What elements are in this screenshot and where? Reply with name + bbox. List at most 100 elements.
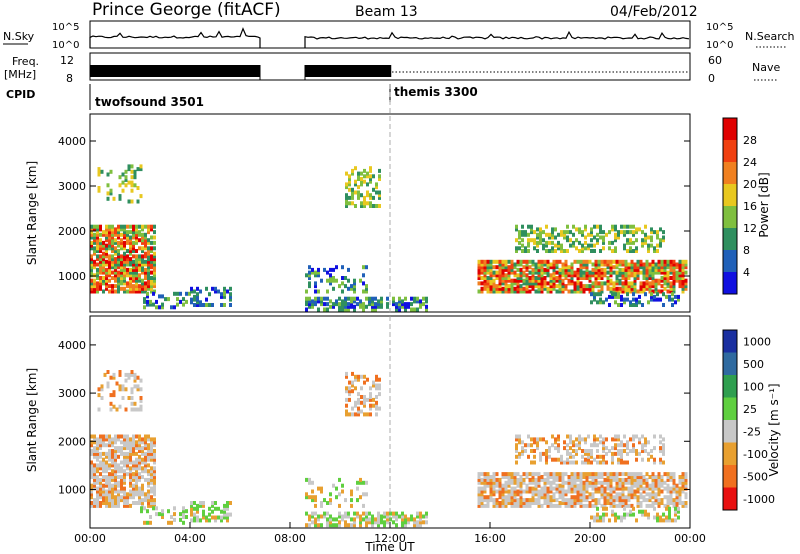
range-cell bbox=[117, 286, 120, 291]
range-cell bbox=[549, 501, 553, 505]
range-cell bbox=[543, 483, 547, 488]
range-cell bbox=[627, 286, 631, 291]
range-cell bbox=[525, 501, 529, 505]
range-cell bbox=[226, 518, 229, 523]
range-cell bbox=[651, 477, 655, 482]
range-cell bbox=[498, 273, 502, 278]
range-cell bbox=[117, 454, 120, 459]
range-cell bbox=[597, 289, 601, 294]
range-cell bbox=[611, 454, 614, 459]
range-cell bbox=[123, 246, 126, 251]
range-cell bbox=[489, 276, 493, 280]
range-cell bbox=[501, 273, 505, 278]
range-cell bbox=[161, 294, 164, 299]
range-cell bbox=[540, 503, 544, 508]
range-cell bbox=[635, 297, 638, 302]
range-cell bbox=[120, 257, 123, 262]
range-cell bbox=[584, 451, 587, 456]
range-cell bbox=[591, 273, 595, 278]
range-cell bbox=[350, 503, 353, 508]
range-cell bbox=[153, 270, 156, 275]
range-cell bbox=[572, 443, 575, 448]
range-cell bbox=[108, 475, 111, 479]
range-cell bbox=[590, 454, 593, 459]
range-cell bbox=[102, 254, 105, 259]
range-cell bbox=[575, 443, 578, 448]
range-cell bbox=[507, 495, 511, 500]
range-cell bbox=[90, 449, 93, 453]
range-cell bbox=[93, 454, 96, 459]
range-cell bbox=[332, 286, 335, 291]
range-cell bbox=[608, 294, 611, 299]
range-cell bbox=[608, 518, 611, 523]
range-cell bbox=[368, 299, 371, 304]
range-cell bbox=[111, 289, 114, 294]
range-cell bbox=[105, 477, 108, 482]
range-cell bbox=[99, 257, 102, 262]
range-cell bbox=[672, 489, 676, 494]
range-cell bbox=[659, 238, 662, 243]
range-cell bbox=[539, 454, 542, 459]
range-cell bbox=[516, 267, 520, 272]
range-cell bbox=[359, 520, 362, 525]
range-cell bbox=[311, 495, 314, 500]
range-cell bbox=[375, 185, 378, 190]
range-cell bbox=[190, 286, 193, 291]
range-cell bbox=[329, 276, 332, 280]
range-cell bbox=[223, 509, 226, 514]
range-cell bbox=[576, 492, 580, 497]
range-cell bbox=[117, 434, 120, 439]
range-cell bbox=[320, 489, 323, 494]
range-cell bbox=[576, 477, 580, 482]
range-cell bbox=[537, 259, 541, 264]
range-cell bbox=[341, 265, 344, 270]
range-cell bbox=[118, 404, 122, 409]
range-cell bbox=[477, 501, 481, 505]
range-cell bbox=[323, 302, 326, 307]
range-cell bbox=[555, 270, 559, 275]
range-cell bbox=[326, 517, 329, 522]
range-cell bbox=[398, 304, 401, 309]
range-cell bbox=[123, 446, 126, 451]
range-cell bbox=[132, 286, 135, 291]
range-cell bbox=[93, 449, 96, 453]
range-cell bbox=[501, 486, 505, 491]
range-cell bbox=[537, 281, 541, 286]
range-cell bbox=[106, 191, 110, 196]
range-cell bbox=[602, 515, 605, 520]
range-cell bbox=[99, 281, 102, 286]
range-cell bbox=[407, 304, 410, 309]
range-cell bbox=[371, 302, 374, 307]
range-cell bbox=[353, 284, 356, 289]
range-cell bbox=[377, 517, 380, 522]
range-cell bbox=[531, 489, 535, 494]
range-cell bbox=[132, 475, 135, 479]
range-cell bbox=[129, 273, 132, 278]
range-cell bbox=[150, 469, 153, 474]
range-cell bbox=[217, 289, 220, 294]
range-cell bbox=[329, 498, 332, 503]
range-cell bbox=[153, 246, 156, 251]
range-cell bbox=[597, 267, 601, 272]
range-cell bbox=[360, 204, 363, 208]
range-cell bbox=[489, 286, 493, 291]
range-cell bbox=[93, 503, 96, 508]
range-cell bbox=[344, 520, 347, 525]
range-cell bbox=[621, 472, 625, 477]
range-cell bbox=[395, 523, 398, 528]
range-cell bbox=[623, 512, 626, 517]
range-cell bbox=[515, 437, 518, 442]
range-cell bbox=[533, 449, 536, 453]
range-cell bbox=[480, 498, 484, 503]
range-cell bbox=[489, 477, 493, 482]
range-cell bbox=[371, 296, 374, 301]
range-cell bbox=[90, 240, 93, 245]
range-cell bbox=[96, 243, 99, 248]
range-cell bbox=[425, 514, 428, 519]
range-cell bbox=[182, 509, 185, 514]
range-cell bbox=[105, 278, 108, 283]
range-cell bbox=[537, 477, 541, 482]
range-cell bbox=[507, 270, 511, 275]
colorbar-swatch bbox=[723, 118, 737, 140]
